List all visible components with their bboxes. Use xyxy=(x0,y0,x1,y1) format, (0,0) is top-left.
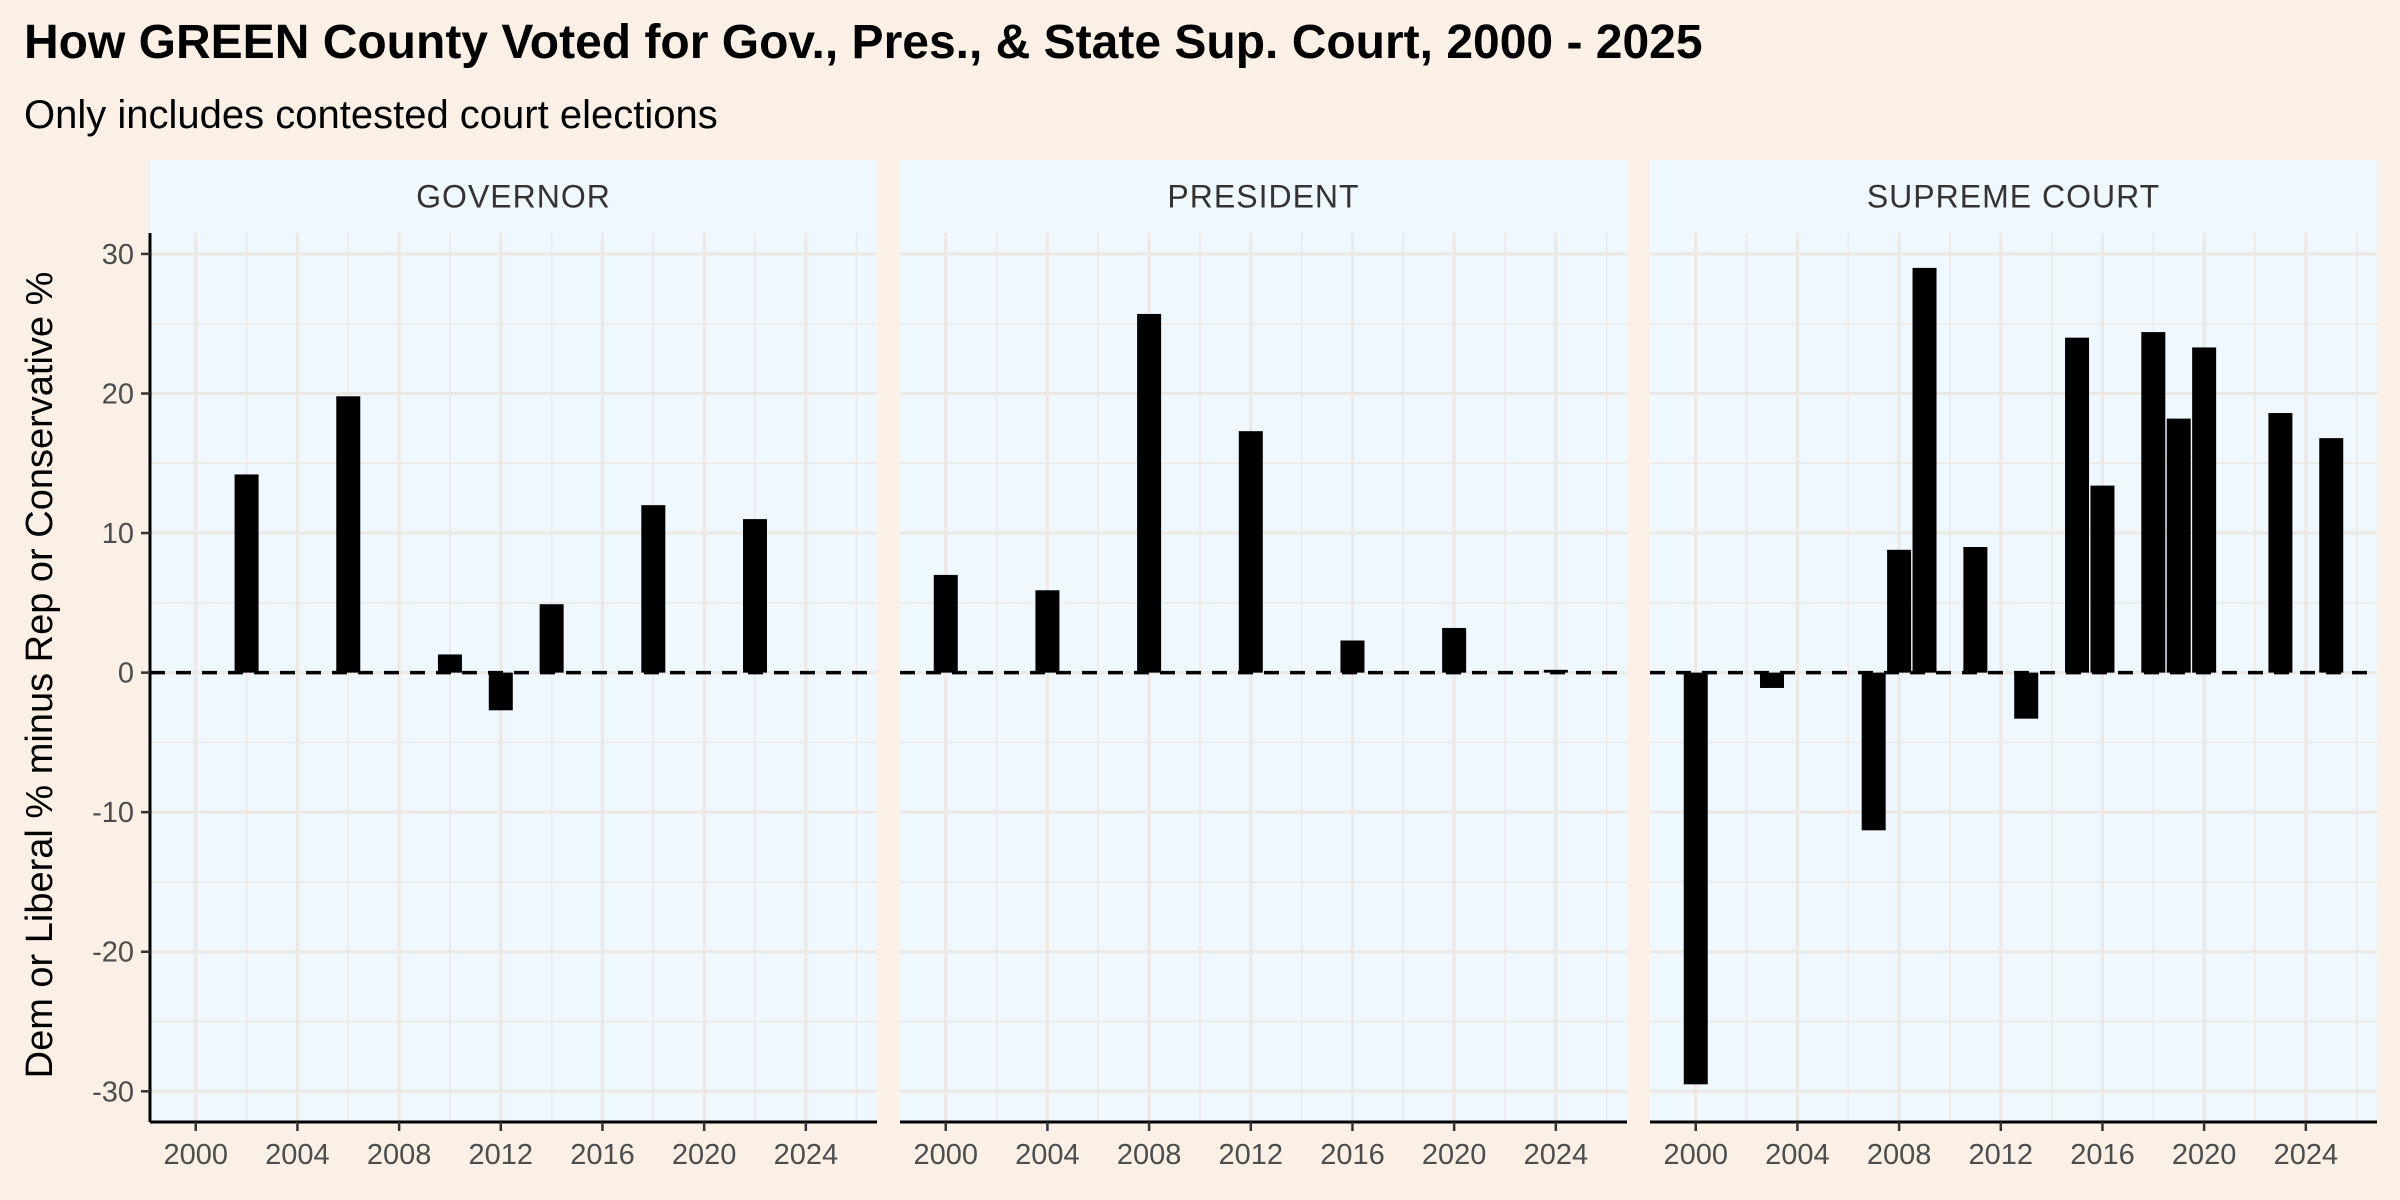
bar-2008 xyxy=(1887,549,1912,673)
x-tick-label: 2004 xyxy=(1015,1139,1080,1171)
x-tick-label: 2016 xyxy=(570,1139,635,1171)
x-tick-label: 2020 xyxy=(2172,1139,2237,1171)
x-tick-label: 2024 xyxy=(1524,1139,1589,1171)
facet-strip xyxy=(150,160,877,233)
bar-2003 xyxy=(1760,672,1785,688)
bar-2000 xyxy=(933,574,958,673)
panel-supreme-court: SUPREME COURT 2000 2004 2008 2012 2016 2020 202… xyxy=(1650,160,2377,1171)
y-tick-label: 0 xyxy=(118,658,134,690)
x-tick-label: 2024 xyxy=(2274,1139,2339,1171)
x-tick-label: 2012 xyxy=(469,1139,534,1171)
chart-title: How GREEN County Voted for Gov., Pres., … xyxy=(24,16,1703,69)
bar-2000 xyxy=(1683,672,1708,1085)
x-tick-label: 2000 xyxy=(163,1139,228,1171)
bar-2007 xyxy=(1861,672,1886,831)
x-tick-label: 2008 xyxy=(1867,1139,1932,1171)
bar-2020 xyxy=(1442,627,1467,673)
bar-2009 xyxy=(1912,267,1937,673)
x-tick-label: 2012 xyxy=(1219,1139,1284,1171)
y-tick-label: -30 xyxy=(92,1076,134,1108)
bar-2006 xyxy=(336,396,361,673)
facet-panels: GOVERNOR 2000 2004 2008 2012 2016 2020 2024 -30 -… xyxy=(92,160,2377,1171)
x-tick-label: 2000 xyxy=(913,1139,978,1171)
bar-2011 xyxy=(1963,547,1988,673)
bar-2025 xyxy=(2319,438,2344,673)
facet-label: SUPREME COURT xyxy=(1867,179,2160,215)
facet-label: GOVERNOR xyxy=(416,179,611,215)
chart-subtitle: Only includes contested court elections xyxy=(24,93,718,137)
x-tick-label: 2020 xyxy=(1422,1139,1487,1171)
bar-2014 xyxy=(539,604,564,673)
x-tick-label: 2000 xyxy=(1663,1139,1728,1171)
bar-2012 xyxy=(488,672,513,711)
y-axis-label: Dem or Liberal % minus Rep or Conservati… xyxy=(19,272,61,1079)
bar-2013 xyxy=(2014,672,2039,719)
plot-area xyxy=(900,233,1627,1122)
plot-area xyxy=(1650,233,2377,1122)
x-tick-label: 2004 xyxy=(1765,1139,1830,1171)
facet-label: PRESIDENT xyxy=(1167,179,1359,215)
x-tick-label: 2020 xyxy=(672,1139,737,1171)
bar-2010 xyxy=(437,654,462,673)
bar-2002 xyxy=(234,474,259,673)
y-tick-label: 20 xyxy=(102,378,134,410)
x-tick-label: 2024 xyxy=(774,1139,839,1171)
bar-2018 xyxy=(641,505,666,673)
bar-2016 xyxy=(1340,640,1365,673)
bar-2023 xyxy=(2268,413,2293,673)
bar-2018 xyxy=(2141,332,2166,673)
bar-2022 xyxy=(742,519,767,673)
bar-2008 xyxy=(1137,313,1162,673)
panel-governor: GOVERNOR 2000 2004 2008 2012 2016 2020 2024 -30 -… xyxy=(92,160,877,1171)
x-tick-label: 2004 xyxy=(265,1139,330,1171)
bar-2012 xyxy=(1238,431,1263,673)
facet-strip xyxy=(900,160,1627,233)
x-tick-label: 2008 xyxy=(1117,1139,1182,1171)
y-tick-label: -10 xyxy=(92,797,134,829)
x-tick-label: 2016 xyxy=(1320,1139,1385,1171)
bar-2019 xyxy=(2166,418,2191,673)
bar-2020 xyxy=(2192,347,2217,673)
bar-2015 xyxy=(2065,337,2090,673)
y-tick-label: 10 xyxy=(102,518,134,550)
x-tick-label: 2012 xyxy=(1969,1139,2034,1171)
y-tick-label: -20 xyxy=(92,937,134,969)
bar-2004 xyxy=(1035,590,1060,673)
x-tick-label: 2016 xyxy=(2070,1139,2135,1171)
plot-area xyxy=(150,233,877,1122)
x-tick-label: 2008 xyxy=(367,1139,432,1171)
y-tick-label: 30 xyxy=(102,239,134,271)
bar-2016 xyxy=(2090,485,2115,673)
facet-strip xyxy=(1650,160,2377,233)
panel-president: PRESIDENT 2000 2004 2008 2012 2016 2020 2024 xyxy=(900,160,1627,1171)
